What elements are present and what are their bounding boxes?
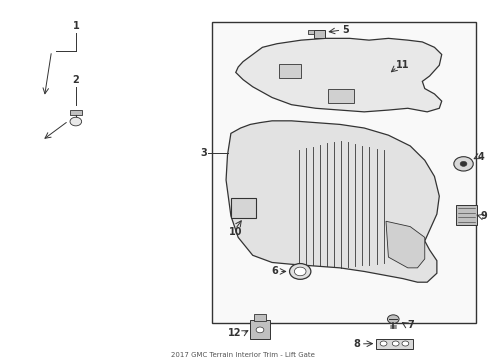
Text: 11: 11 [395, 60, 408, 70]
Bar [314, 30, 324, 38]
Circle shape [453, 157, 472, 171]
Text: 3: 3 [200, 148, 206, 158]
Polygon shape [385, 221, 424, 268]
FancyBboxPatch shape [253, 315, 266, 321]
Circle shape [289, 264, 310, 279]
Text: 5: 5 [342, 25, 348, 35]
Bar [376, 338, 412, 348]
Circle shape [294, 267, 305, 276]
Text: 12: 12 [227, 328, 241, 338]
Circle shape [391, 341, 398, 346]
Bar [70, 110, 81, 116]
Text: 2: 2 [72, 75, 79, 85]
Bar [308, 30, 314, 35]
Circle shape [379, 341, 386, 346]
Circle shape [256, 327, 264, 333]
Text: 2017 GMC Terrain Interior Trim - Lift Gate: 2017 GMC Terrain Interior Trim - Lift Ga… [171, 351, 314, 357]
Bar [279, 64, 301, 78]
Text: 4: 4 [477, 152, 484, 162]
Polygon shape [235, 39, 441, 112]
FancyBboxPatch shape [455, 205, 476, 225]
Text: 10: 10 [228, 227, 242, 237]
Text: 1: 1 [72, 21, 79, 31]
Text: 9: 9 [480, 211, 486, 221]
Circle shape [459, 161, 466, 166]
Text: 6: 6 [271, 266, 277, 276]
Text: 8: 8 [353, 339, 360, 349]
Circle shape [70, 117, 81, 126]
Text: 7: 7 [407, 320, 414, 330]
Circle shape [401, 341, 408, 346]
FancyBboxPatch shape [250, 320, 269, 338]
Bar [211, 22, 475, 323]
Polygon shape [225, 121, 438, 282]
Bar [230, 198, 256, 218]
Circle shape [386, 315, 398, 323]
Bar [327, 89, 354, 103]
